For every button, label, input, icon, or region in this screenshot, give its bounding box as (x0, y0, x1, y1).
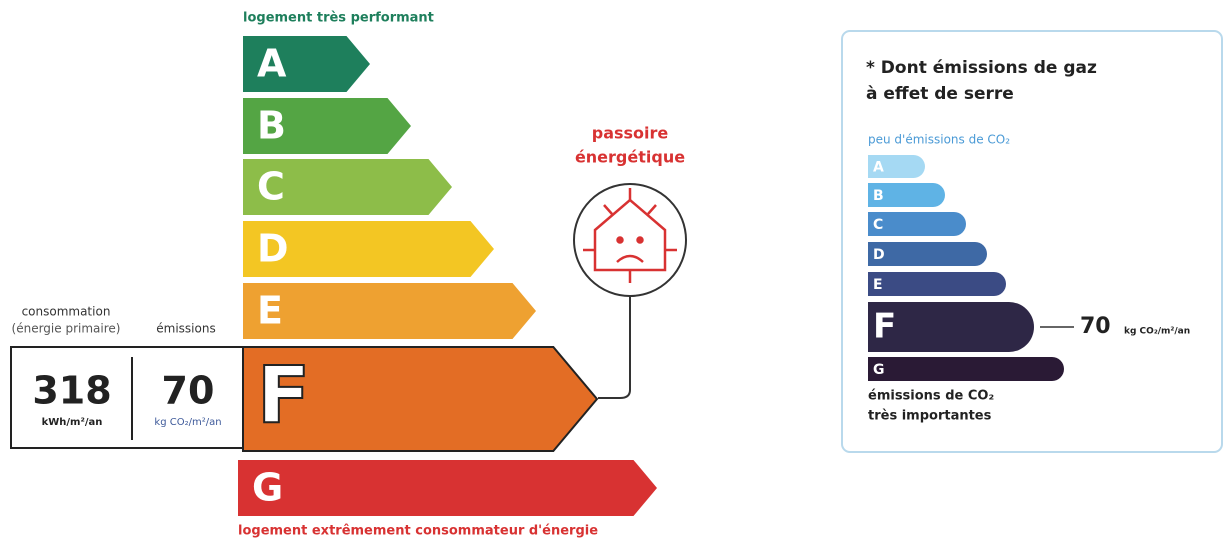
ges-class-letter: E (873, 277, 883, 293)
energy-class-letter: C (257, 165, 285, 209)
energy-class-letter: D (257, 227, 289, 271)
energy-class-bar (243, 36, 370, 92)
ges-class-bar (868, 302, 1034, 352)
energy-class-letter: A (257, 42, 287, 86)
ges-class-bar (868, 242, 987, 266)
emissions-unit: kg CO₂/m²/an (154, 417, 221, 428)
ges-class-letter: B (873, 188, 884, 204)
consumption-label: consommation (22, 305, 111, 319)
ges-title: * Dont émissions de gaz (866, 58, 1097, 78)
bottom-label: logement extrêmement consommateur d'éner… (238, 524, 598, 539)
energy-class-letter: E (257, 289, 283, 333)
energy-class-bar (243, 283, 536, 339)
energy-class-bar (238, 460, 657, 516)
energy-class-bar (243, 98, 411, 154)
ges-class-letter: G (873, 362, 885, 378)
current-outline (242, 346, 599, 452)
ges-class-bar (868, 183, 945, 207)
energy-class-bar (243, 347, 597, 451)
emissions-value: 70 (162, 369, 215, 413)
energy-class-letter: F (257, 351, 310, 441)
ges-top-label: peu d'émissions de CO₂ (868, 133, 1010, 147)
ges-class-bar (868, 272, 1006, 296)
warning-text: énergétique (575, 148, 685, 167)
ges-title: à effet de serre (866, 84, 1014, 104)
ges-class-letter: C (873, 217, 883, 233)
ges-bottom-label: émissions de CO₂ (868, 389, 994, 404)
ges-bottom-label: très importantes (868, 409, 992, 424)
warning-icon (573, 183, 687, 399)
energy-class-letter: G (252, 466, 283, 510)
energy-class-bar (243, 159, 452, 215)
ges-class-letter: D (873, 247, 885, 263)
warning-text: passoire (592, 124, 669, 143)
ges-class-bar (868, 357, 1064, 381)
ges-value: 70 (1080, 314, 1111, 339)
consumption-value: 318 (32, 369, 111, 413)
ges-class-letter: F (873, 307, 896, 347)
ges-class-bar (868, 155, 925, 178)
consumption-label: (énergie primaire) (12, 322, 121, 336)
top-label: logement très performant (243, 11, 434, 26)
emissions-label: émissions (156, 322, 215, 336)
values-box (10, 346, 244, 449)
ges-unit: kg CO₂/m²/an (1124, 327, 1190, 337)
consumption-unit: kWh/m²/an (42, 417, 103, 428)
ges-class-letter: A (873, 160, 884, 176)
energy-class-bar (243, 221, 494, 277)
energy-class-letter: B (257, 104, 286, 148)
ges-class-bar (868, 212, 966, 236)
